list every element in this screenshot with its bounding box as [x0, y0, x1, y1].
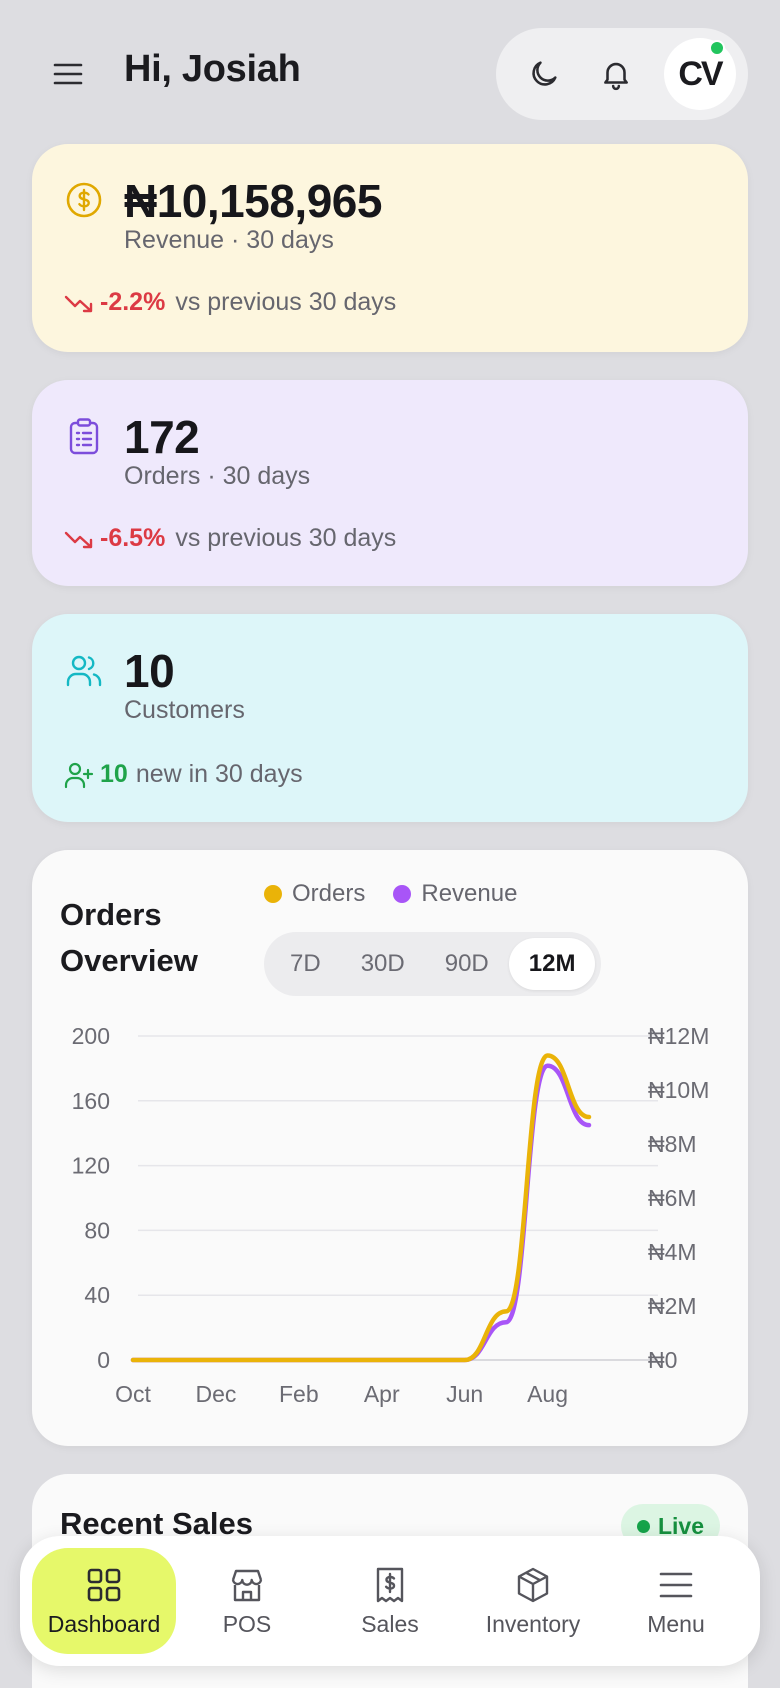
y-left-tick-label: 160 — [72, 1088, 110, 1114]
legend-revenue-swatch — [393, 885, 412, 903]
y-right-tick-label: ₦4M — [648, 1239, 697, 1265]
user-plus-icon — [64, 762, 94, 788]
nav-inventory[interactable]: Inventory — [461, 1548, 605, 1654]
series-line-orders — [130, 1053, 592, 1363]
new-customers-text: new in 30 days — [135, 760, 303, 788]
orders-label: Orders · 30 days — [124, 462, 311, 490]
live-dot — [636, 1519, 650, 1533]
y-left-tick-label: 80 — [84, 1217, 110, 1243]
x-tick-label: Aug — [527, 1381, 568, 1407]
online-status-dot — [709, 40, 725, 56]
greeting-title: Hi, Josiah — [124, 48, 301, 90]
orders-overview-chart: 200 160 120 80 40 0 ₦12M ₦10M ₦8M ₦6M ₦4M ₦2M ₦0 Oct D… — [72, 1023, 710, 1407]
receipt-icon — [376, 1567, 404, 1602]
nav-menu[interactable]: Menu — [604, 1548, 748, 1654]
y-right-tick-label: ₦6M — [648, 1185, 697, 1211]
app-header: Hi, Josiah CV — [0, 0, 780, 140]
chart-legend: Orders Revenue — [264, 880, 517, 908]
legend-orders: Orders — [264, 880, 365, 908]
y-left-tick-label: 120 — [72, 1153, 110, 1179]
nav-sales[interactable]: Sales — [318, 1548, 462, 1654]
x-tick-label: Dec — [195, 1381, 236, 1407]
live-badge-label: Live — [657, 1512, 704, 1539]
nav-dashboard[interactable]: Dashboard — [32, 1548, 176, 1654]
y-right-tick-label: ₦10M — [648, 1077, 709, 1103]
y-right-tick-label: ₦0 — [648, 1347, 677, 1373]
bottom-nav: Dashboard POS Sales Inventory Menu — [20, 1536, 760, 1666]
revenue-label: Revenue · 30 days — [124, 226, 334, 254]
nav-pos-label: POS — [222, 1610, 272, 1637]
range-toggle: 7D 30D 90D 12M — [264, 932, 602, 996]
range-90d-button[interactable]: 90D — [444, 950, 489, 977]
trending-down-icon — [64, 295, 93, 312]
revenue-trend: -2.2% vs previous 30 days — [64, 288, 396, 317]
orders-comparison: vs previous 30 days — [175, 524, 397, 552]
dollar-coin-icon — [66, 182, 102, 218]
y-left-tick-label: 40 — [84, 1282, 110, 1308]
theme-toggle-button[interactable] — [520, 50, 568, 98]
moon-icon — [532, 61, 557, 86]
range-7d-button[interactable]: 7D — [290, 950, 321, 977]
chart-title: Orders Overview — [60, 897, 198, 978]
new-customers-count: 10 — [100, 760, 128, 788]
x-tick-label: Jun — [446, 1381, 483, 1407]
orders-delta: -6.5% — [100, 524, 166, 552]
store-icon — [231, 1569, 263, 1601]
series-line-revenue — [130, 1063, 592, 1363]
header-actions: CV — [496, 28, 748, 120]
x-tick-label: Feb — [279, 1381, 319, 1407]
menu-icon — [659, 1572, 693, 1597]
legend-revenue: Revenue — [393, 880, 517, 908]
range-12m-button[interactable]: 12M — [508, 938, 596, 990]
orders-overview-card: Orders Overview Orders Revenue 7D 30D 90… — [32, 850, 748, 1446]
revenue-card[interactable]: ₦10,158,965 Revenue · 30 days -2.2% vs p… — [32, 144, 748, 352]
nav-inventory-label: Inventory — [485, 1610, 581, 1637]
bell-icon — [604, 62, 628, 91]
customers-trend: 10 new in 30 days — [64, 760, 303, 789]
y-right-tick-label: ₦8M — [648, 1131, 697, 1157]
avatar[interactable]: CV — [664, 38, 736, 110]
hamburger-icon — [53, 63, 83, 85]
notifications-button[interactable] — [592, 50, 640, 98]
nav-sales-label: Sales — [361, 1610, 419, 1637]
customers-value: 10 — [124, 645, 175, 697]
recent-sales-title: Recent Sales — [60, 1506, 253, 1541]
legend-orders-swatch — [264, 885, 282, 903]
legend-orders-label: Orders — [292, 880, 366, 907]
y-right-tick-label: ₦12M — [648, 1023, 709, 1049]
orders-value: 172 — [124, 411, 200, 463]
clipboard-icon — [69, 418, 99, 455]
y-right-tick-label: ₦2M — [648, 1293, 697, 1319]
y-left-tick-label: 200 — [72, 1023, 110, 1049]
orders-trend: -6.5% vs previous 30 days — [64, 524, 396, 553]
revenue-delta: -2.2% — [100, 288, 166, 316]
nav-pos[interactable]: POS — [175, 1548, 319, 1654]
customers-card[interactable]: 10 Customers 10 new in 30 days — [32, 614, 748, 822]
trending-down-icon — [64, 531, 93, 548]
legend-revenue-label: Revenue — [421, 880, 518, 907]
box-icon — [517, 1567, 549, 1602]
avatar-initials: CV — [678, 54, 723, 93]
menu-button[interactable] — [48, 56, 88, 92]
grid-icon — [87, 1568, 121, 1601]
range-30d-button[interactable]: 30D — [360, 950, 405, 977]
revenue-value: ₦10,158,965 — [124, 175, 382, 227]
x-tick-label: Oct — [115, 1381, 151, 1407]
revenue-comparison: vs previous 30 days — [175, 288, 397, 316]
users-icon — [66, 655, 102, 687]
orders-card[interactable]: 172 Orders · 30 days -6.5% vs previous 3… — [32, 380, 748, 586]
customers-label: Customers — [124, 696, 245, 724]
nav-dashboard-label: Dashboard — [47, 1610, 161, 1637]
y-left-tick-label: 0 — [97, 1347, 110, 1373]
nav-menu-label: Menu — [647, 1610, 705, 1637]
x-tick-label: Apr — [364, 1381, 400, 1407]
